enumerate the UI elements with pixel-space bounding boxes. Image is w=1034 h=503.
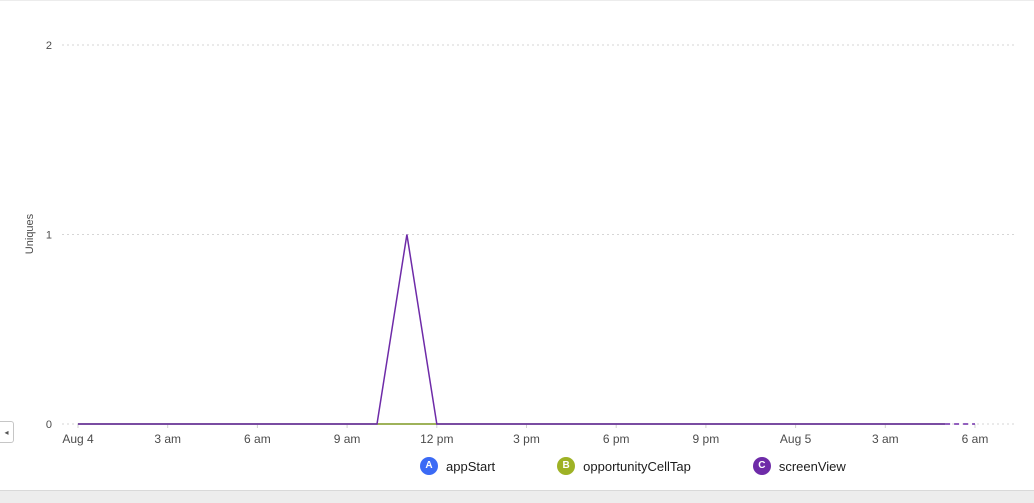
x-tick-label: 3 am xyxy=(154,432,181,446)
y-tick-label: 1 xyxy=(46,230,52,242)
x-tick-label: 3 am xyxy=(872,432,899,446)
y-tick-label: 2 xyxy=(46,40,52,52)
line-chart-canvas[interactable]: 0 1 2 Aug 4 3 am 6 am 9 am 12 pm 3 pm 6 pm 9 pm Aug… xyxy=(0,1,1034,453)
legend-item-opportunityCellTap[interactable]: B opportunityCellTap xyxy=(557,457,691,475)
chart-legend: A appStart B opportunityCellTap C screen… xyxy=(420,457,846,475)
legend-label-appStart: appStart xyxy=(446,458,496,474)
legend-item-appStart[interactable]: A appStart xyxy=(420,457,495,475)
x-tick-label: 6 am xyxy=(962,432,989,446)
x-tick-label: 6 pm xyxy=(603,432,630,446)
x-tick-label: Aug 4 xyxy=(62,432,94,446)
x-tick-label: 6 am xyxy=(244,432,271,446)
x-tick-label: 9 am xyxy=(334,432,361,446)
legend-label-opportunityCellTap: opportunityCellTap xyxy=(583,458,691,474)
x-tick-label: 3 pm xyxy=(513,432,540,446)
x-tick-label: Aug 5 xyxy=(780,432,812,446)
chevron-left-icon: ◂ xyxy=(4,427,9,437)
legend-label-screenView: screenView xyxy=(778,458,846,474)
series-c-badge: C xyxy=(752,457,771,475)
series-b-badge: B xyxy=(557,457,576,475)
series-a-badge: A xyxy=(420,457,438,475)
collapse-panel-button[interactable]: ◂ xyxy=(0,421,14,443)
series-line-screenView xyxy=(78,234,946,425)
x-tick-label: 9 pm xyxy=(693,432,720,446)
bottom-scrollbar-track[interactable] xyxy=(0,490,1034,503)
y-tick-label: 0 xyxy=(46,419,52,431)
legend-item-screenView[interactable]: C screenView xyxy=(752,457,846,475)
x-tick-label: 12 pm xyxy=(420,432,453,446)
